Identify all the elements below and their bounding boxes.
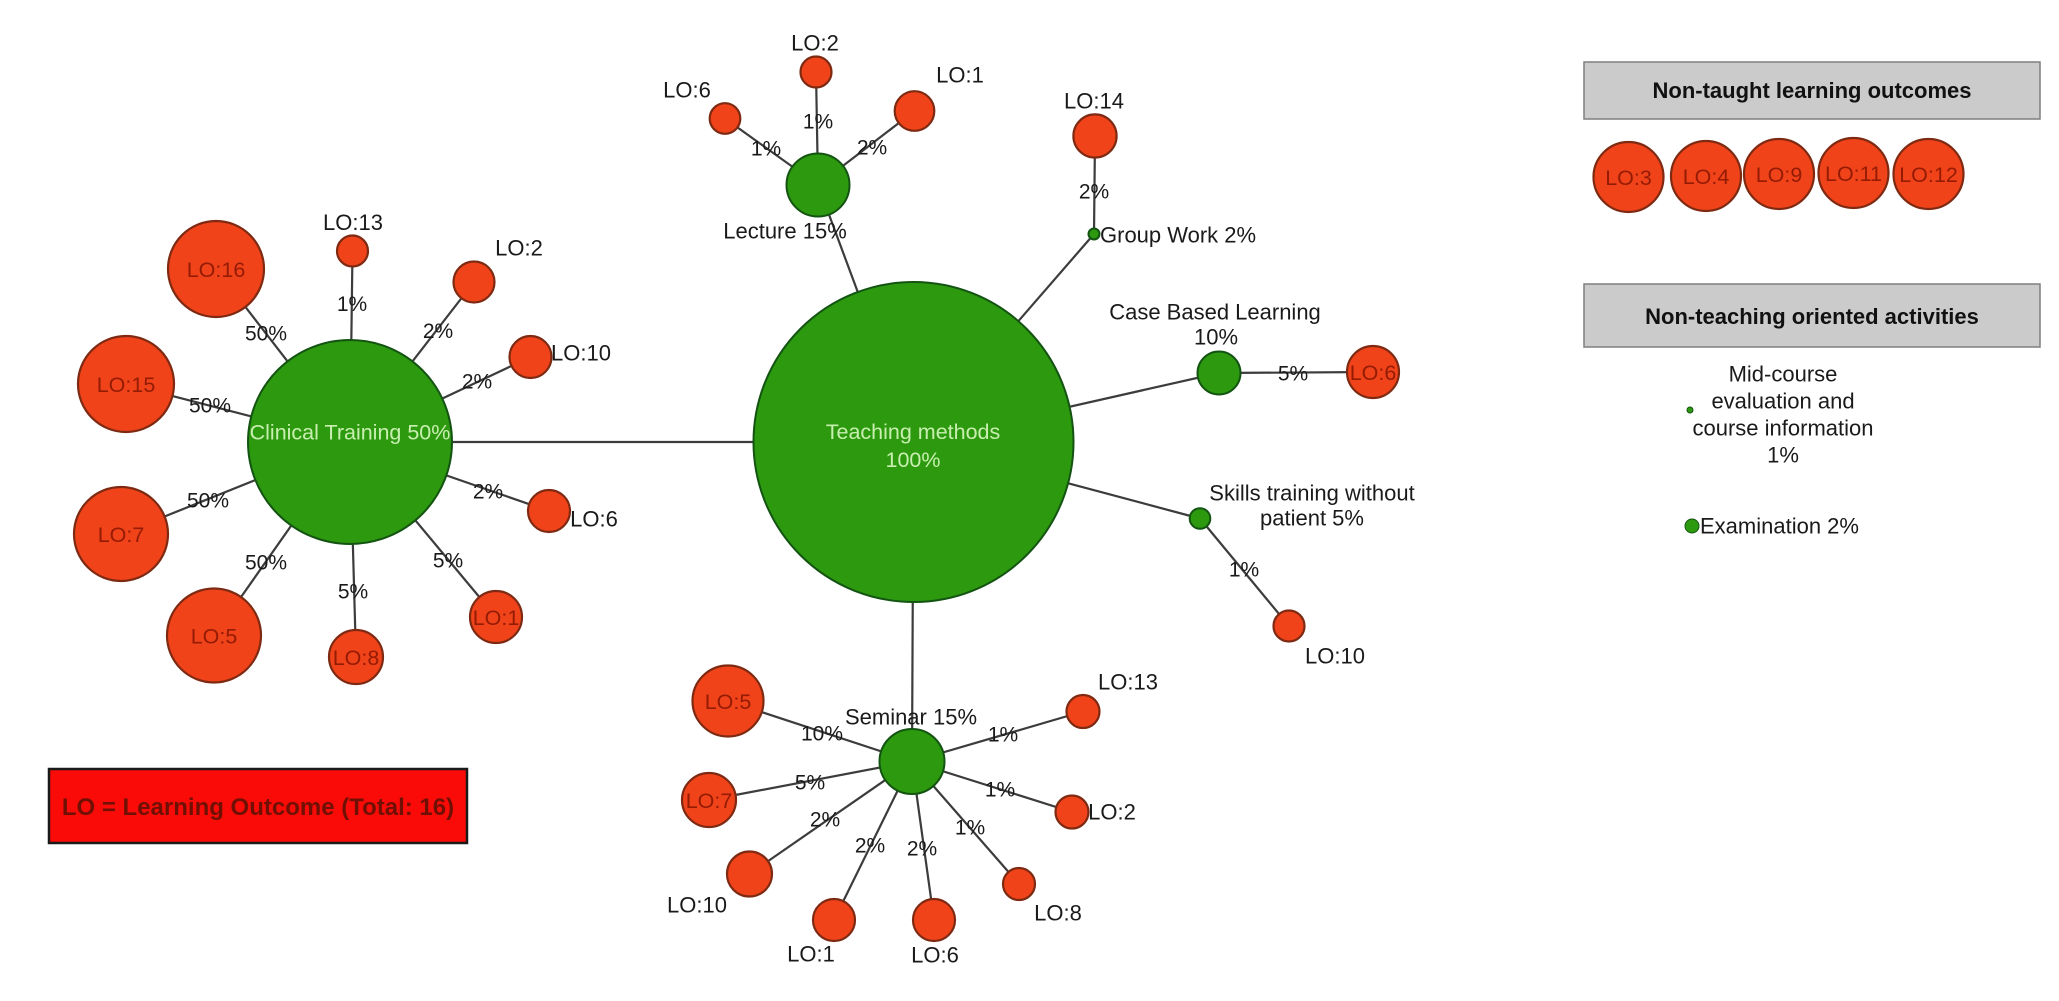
svg-text:2%: 2% bbox=[810, 809, 840, 832]
svg-text:1%: 1% bbox=[751, 138, 781, 161]
svg-text:Case Based Learning: Case Based Learning bbox=[1109, 300, 1321, 325]
svg-text:LO:14: LO:14 bbox=[1064, 89, 1124, 114]
svg-text:LO:7: LO:7 bbox=[686, 789, 733, 813]
svg-text:Examination 2%: Examination 2% bbox=[1700, 514, 1859, 539]
svg-text:patient 5%: patient 5% bbox=[1260, 506, 1364, 531]
svg-text:5%: 5% bbox=[433, 550, 463, 573]
svg-text:1%: 1% bbox=[803, 111, 833, 134]
svg-text:Skills training without: Skills training without bbox=[1209, 481, 1414, 506]
svg-text:2%: 2% bbox=[857, 137, 887, 160]
svg-text:5%: 5% bbox=[1278, 363, 1308, 386]
svg-text:evaluation and: evaluation and bbox=[1711, 389, 1854, 414]
svg-text:2%: 2% bbox=[907, 838, 937, 861]
svg-text:2%: 2% bbox=[1079, 181, 1109, 204]
svg-text:LO:2: LO:2 bbox=[495, 236, 543, 261]
svg-text:Seminar 15%: Seminar 15% bbox=[845, 705, 977, 730]
svg-text:LO:10: LO:10 bbox=[551, 341, 611, 366]
svg-text:LO:1: LO:1 bbox=[936, 63, 984, 88]
svg-text:LO:6: LO:6 bbox=[570, 507, 618, 532]
svg-text:2%: 2% bbox=[462, 371, 492, 394]
svg-text:Teaching methods: Teaching methods bbox=[826, 420, 1001, 444]
svg-text:LO:1: LO:1 bbox=[787, 942, 835, 967]
svg-text:LO:8: LO:8 bbox=[1034, 901, 1082, 926]
svg-text:LO:2: LO:2 bbox=[1088, 800, 1136, 825]
svg-text:LO:7: LO:7 bbox=[98, 523, 145, 547]
svg-text:5%: 5% bbox=[338, 581, 368, 604]
svg-text:course information: course information bbox=[1693, 416, 1874, 441]
svg-text:LO:16: LO:16 bbox=[187, 258, 246, 282]
svg-text:LO = Learning Outcome (Total:: LO = Learning Outcome (Total: 16) bbox=[62, 794, 454, 821]
svg-text:LO:13: LO:13 bbox=[323, 210, 383, 235]
svg-text:50%: 50% bbox=[245, 323, 287, 346]
svg-text:10%: 10% bbox=[801, 723, 843, 746]
svg-text:1%: 1% bbox=[955, 817, 985, 840]
svg-text:LO:4: LO:4 bbox=[1683, 165, 1730, 189]
svg-text:Clinical Training 50%: Clinical Training 50% bbox=[250, 421, 451, 445]
svg-text:10%: 10% bbox=[1194, 325, 1238, 350]
svg-text:Non-teaching oriented activiti: Non-teaching oriented activities bbox=[1645, 304, 1979, 329]
svg-text:LO:10: LO:10 bbox=[667, 893, 727, 918]
svg-text:LO:11: LO:11 bbox=[1825, 162, 1882, 186]
svg-text:LO:6: LO:6 bbox=[663, 78, 711, 103]
svg-text:LO:10: LO:10 bbox=[1305, 644, 1365, 669]
svg-text:Group Work 2%: Group Work 2% bbox=[1100, 223, 1256, 248]
svg-text:LO:3: LO:3 bbox=[1605, 166, 1652, 190]
svg-text:LO:6: LO:6 bbox=[1350, 361, 1397, 385]
svg-text:Mid-course: Mid-course bbox=[1729, 362, 1838, 387]
svg-text:LO:2: LO:2 bbox=[791, 31, 839, 56]
svg-text:50%: 50% bbox=[245, 552, 287, 575]
svg-text:LO:8: LO:8 bbox=[333, 646, 380, 670]
svg-text:LO:13: LO:13 bbox=[1098, 670, 1158, 695]
svg-text:2%: 2% bbox=[473, 481, 503, 504]
svg-text:LO:1: LO:1 bbox=[473, 606, 520, 630]
svg-text:Non-taught learning outcomes: Non-taught learning outcomes bbox=[1653, 78, 1972, 103]
svg-text:1%: 1% bbox=[985, 779, 1015, 802]
svg-text:50%: 50% bbox=[189, 395, 231, 418]
svg-text:100%: 100% bbox=[886, 448, 941, 472]
svg-text:2%: 2% bbox=[855, 835, 885, 858]
svg-text:1%: 1% bbox=[337, 293, 367, 316]
svg-text:1%: 1% bbox=[1767, 443, 1799, 468]
svg-text:2%: 2% bbox=[423, 320, 453, 343]
svg-text:LO:5: LO:5 bbox=[191, 625, 238, 649]
svg-text:LO:9: LO:9 bbox=[1756, 163, 1803, 187]
svg-text:1%: 1% bbox=[1229, 559, 1259, 582]
svg-text:LO:15: LO:15 bbox=[97, 373, 156, 397]
svg-text:LO:12: LO:12 bbox=[1899, 163, 1958, 187]
svg-text:50%: 50% bbox=[187, 490, 229, 513]
svg-text:LO:5: LO:5 bbox=[705, 690, 752, 714]
svg-text:LO:6: LO:6 bbox=[911, 943, 959, 968]
svg-text:1%: 1% bbox=[988, 724, 1018, 747]
svg-text:5%: 5% bbox=[795, 772, 825, 795]
svg-text:Lecture 15%: Lecture 15% bbox=[723, 219, 847, 244]
